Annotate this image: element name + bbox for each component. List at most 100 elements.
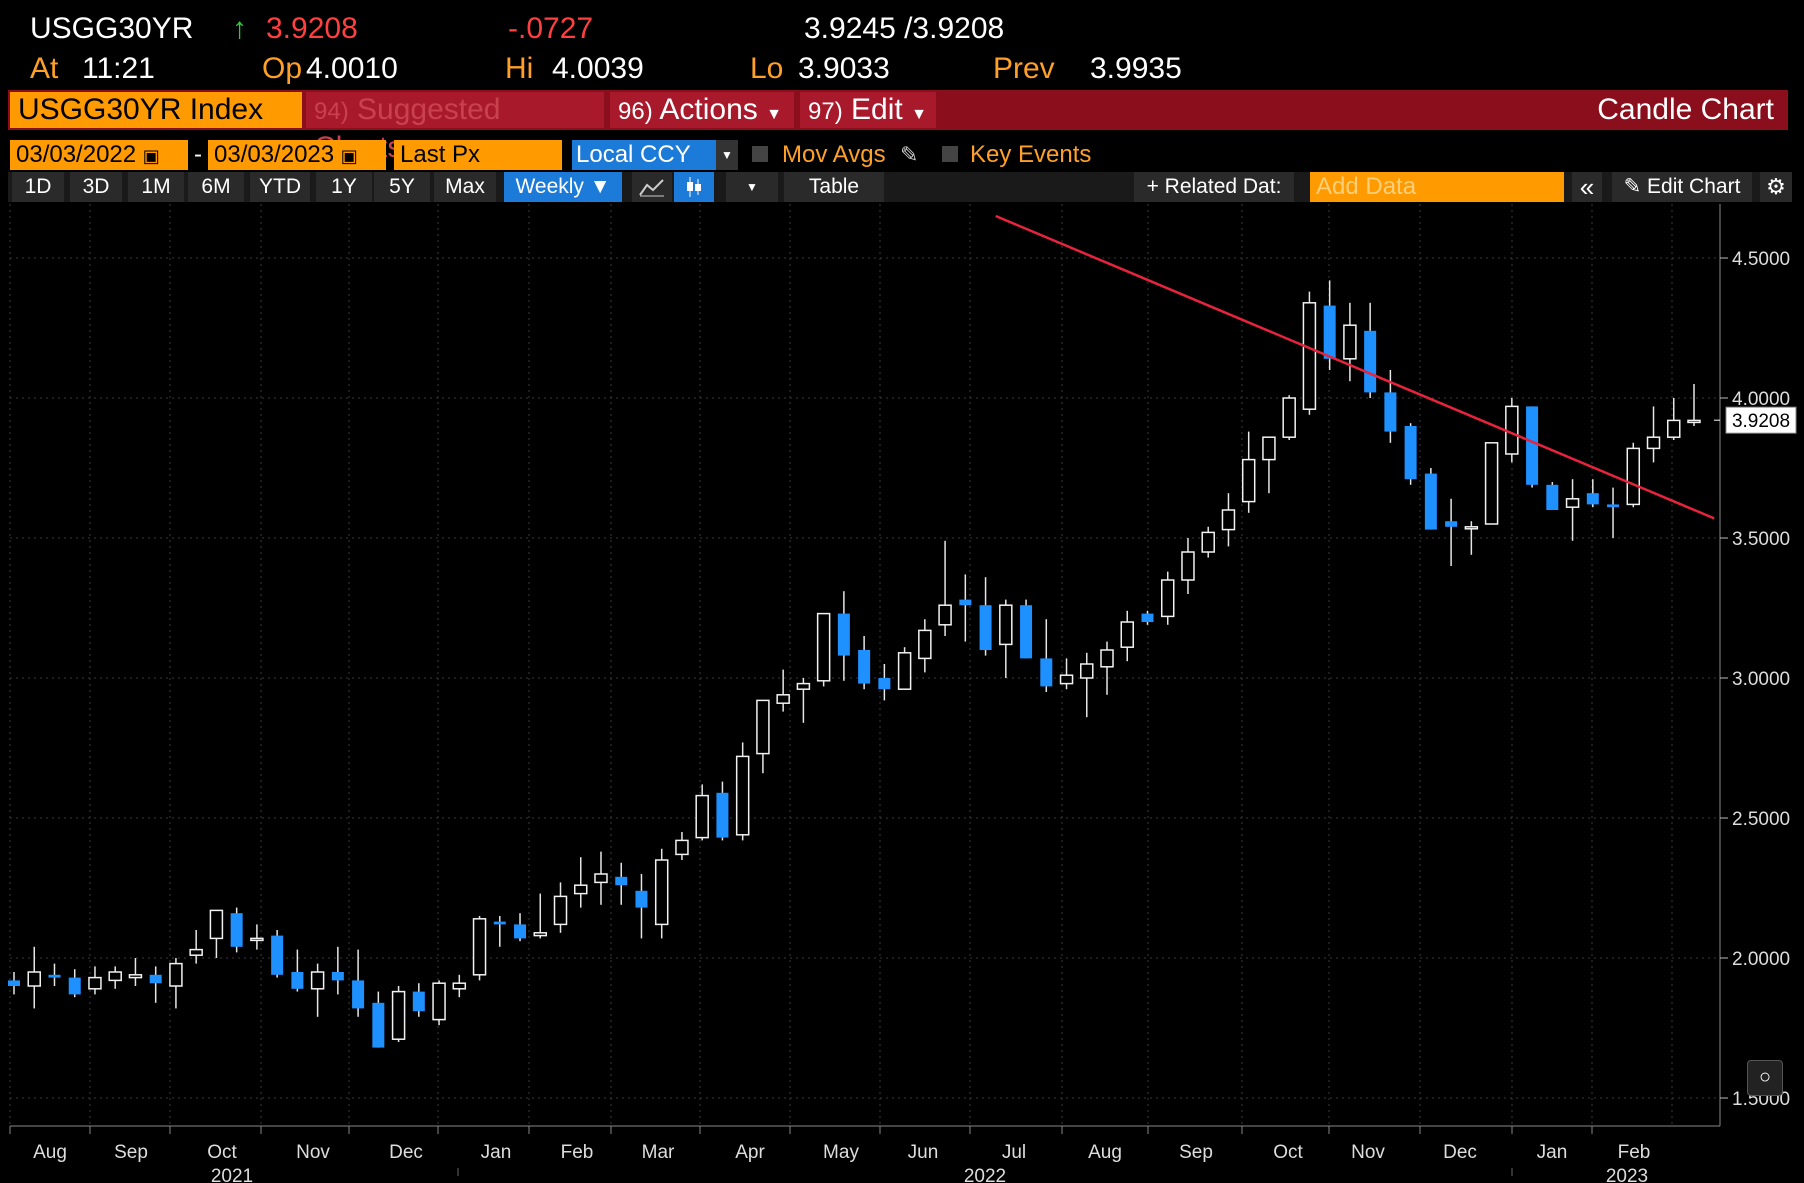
candle-down [1445,521,1458,527]
candle-up [675,839,689,856]
candle-chart-icon[interactable] [674,172,714,202]
price-field-label: Last Px [400,141,481,168]
candle-up [999,604,1013,646]
start-date-field[interactable]: 03/03/2022 ▣ [10,140,188,170]
key-events-label[interactable]: Key Events [970,141,1092,168]
actions-number: 96) [618,98,653,125]
candle-up [897,652,912,690]
line-chart-icon[interactable] [632,172,672,202]
gear-icon[interactable]: ⚙ [1760,172,1792,202]
candle-up [918,629,932,660]
table-button[interactable]: Table [784,172,884,202]
candle-up [27,971,41,987]
mov-avgs-checkbox[interactable] [752,146,768,162]
candle-up [938,604,952,626]
price-field-select[interactable]: Last Px [394,140,562,170]
x-year-label: 2023 [1606,1166,1648,1183]
security-label: USGG30YR Index [18,93,264,126]
candle-up [1100,649,1114,668]
candle-up [776,694,790,704]
currency-select[interactable]: Local CCY ▼ [572,140,738,170]
candle-down [1040,658,1053,687]
candle-up [816,612,831,682]
y-tick-label: 4.5000 [1732,249,1790,270]
candle-down [837,613,850,656]
candle-down [878,678,891,690]
period-6m[interactable]: 6M [188,172,244,202]
candle-down [959,599,972,606]
candle-up [128,974,143,979]
x-year-label: 2022 [964,1166,1006,1183]
candle-up [1181,551,1195,581]
open-value: 4.0010 [306,52,398,85]
high-label: Hi [505,52,534,85]
add-data-input[interactable]: Add Data [1310,172,1564,202]
date-dash: - [194,141,202,168]
calendar-icon[interactable]: ▣ [142,146,160,166]
prev-value: 3.9935 [1090,52,1182,85]
key-events-checkbox[interactable] [942,146,958,162]
period-ytd[interactable]: YTD [250,172,310,202]
edit-number: 97) [808,98,843,125]
end-date-field[interactable]: 03/03/2023 ▣ [208,140,386,170]
y-tick-label: 3.0000 [1732,669,1790,690]
candle-up [756,699,770,755]
candle-down [372,1002,385,1048]
quote-time: 11:21 [82,52,155,85]
at-label: At [30,52,59,85]
candle-down [1404,426,1417,480]
x-month-label: Feb [561,1142,594,1163]
ticker: USGG30YR [30,12,194,45]
candle-up [1646,436,1661,450]
y-tick-label: 2.5000 [1732,809,1790,830]
candle-up [209,909,224,940]
candle-down [412,991,425,1012]
candle-down [271,935,284,975]
chart-type-dropdown[interactable]: ▼ [726,172,778,202]
chevron-down-icon: ▼ [911,106,927,123]
collapse-icon[interactable]: « [1572,172,1602,202]
candle-up [1221,509,1236,531]
trendline [995,214,1715,520]
x-month-label: Oct [1273,1142,1303,1163]
x-month-label: Aug [33,1142,67,1163]
pencil-icon[interactable]: ✎ [900,142,919,167]
candle-down [68,977,81,995]
candle-down [1424,473,1437,530]
candle-up [1120,621,1135,648]
x-month-label: Feb [1618,1142,1651,1163]
actions-label: Actions [659,93,758,126]
candle-up [1626,447,1641,506]
pencil-icon: ✎ [1623,175,1642,198]
mov-avgs-label[interactable]: Mov Avgs [782,141,886,168]
candle-down [979,605,992,650]
candle-down [352,980,365,1009]
x-month-label: Dec [389,1142,423,1163]
suggested-charts-button[interactable]: 94) Suggested Charts [306,92,604,164]
actions-button[interactable]: 96) Actions ▼ [610,92,794,128]
candle-up [391,990,406,1040]
candle-up [310,971,325,990]
candle-up [1262,436,1276,461]
edit-chart-button[interactable]: ✎ Edit Chart [1612,172,1752,202]
x-month-label: Jan [1537,1142,1568,1163]
candle-up [695,794,709,839]
candle-down [1586,493,1599,505]
edit-button[interactable]: 97) Edit ▼ [800,92,936,128]
period-1y[interactable]: 1Y [316,172,372,202]
frequency-select[interactable]: Weekly ▼ [504,172,622,202]
x-month-label: Apr [735,1142,765,1163]
up-arrow-icon: ↑ [232,12,247,45]
period-5y[interactable]: 5Y [374,172,430,202]
zoom-reset-icon[interactable]: ○ [1747,1060,1783,1096]
period-max[interactable]: Max [434,172,496,202]
period-1m[interactable]: 1M [128,172,184,202]
candle-up [553,895,568,926]
calendar-icon[interactable]: ▣ [340,146,358,166]
related-data-button[interactable]: + Related Dat: [1134,172,1294,202]
candle-down [331,972,344,981]
security-field[interactable]: USGG30YR Index [10,92,302,128]
candle-up [1080,663,1094,679]
period-1d[interactable]: 1D [12,172,64,202]
period-3d[interactable]: 3D [70,172,122,202]
